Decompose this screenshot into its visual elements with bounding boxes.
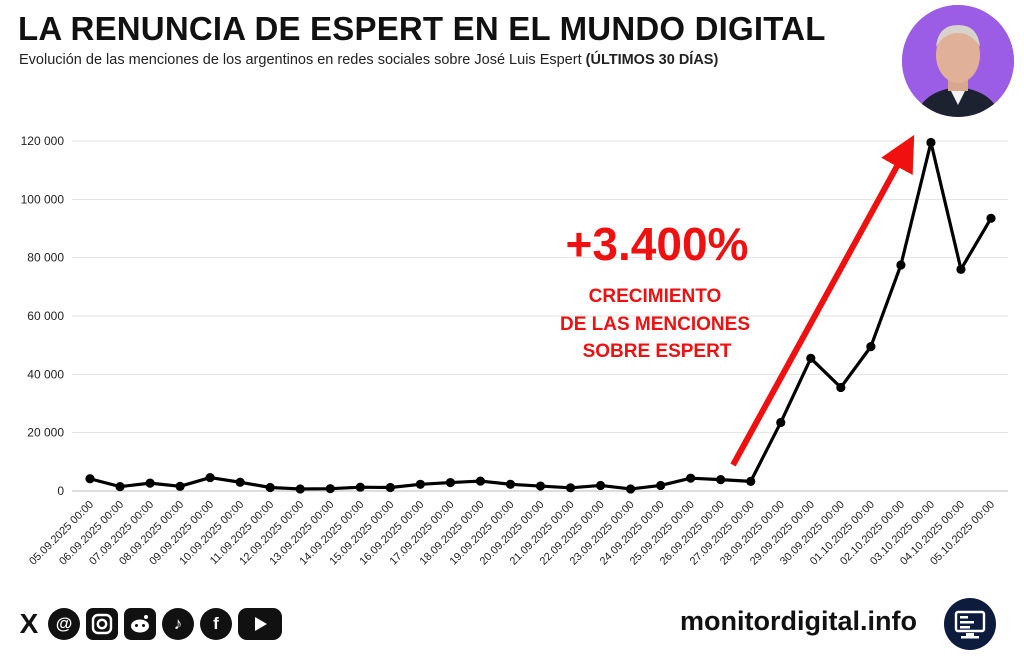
portrait-icon: [902, 5, 1014, 117]
data-point: [295, 484, 305, 494]
x-icon[interactable]: X: [19, 608, 39, 639]
y-tick-label: 0: [57, 484, 64, 498]
data-point: [235, 477, 245, 487]
data-point: [535, 481, 546, 491]
avatar: [902, 5, 1014, 117]
chart-title: LA RENUNCIA DE ESPERT EN EL MUNDO DIGITA…: [18, 10, 826, 47]
data-point: [205, 472, 215, 483]
facebook-icon[interactable]: f: [200, 608, 232, 640]
y-tick-label: 60 000: [27, 309, 64, 323]
y-tick-label: 40 000: [27, 367, 64, 381]
data-point: [806, 353, 816, 363]
data-point: [445, 477, 455, 488]
brand-website[interactable]: monitordigital.info: [680, 606, 917, 636]
growth-caption-line3: SOBRE ESPERT: [583, 341, 732, 362]
instagram-icon[interactable]: [86, 608, 118, 640]
y-tick-label: 20 000: [27, 426, 64, 440]
data-point: [175, 481, 185, 491]
data-point: [746, 476, 756, 486]
data-point: [265, 482, 275, 493]
data-point: [325, 484, 335, 494]
data-point: [896, 260, 906, 270]
growth-caption-line1: CRECIMIENTO: [589, 286, 722, 307]
growth-arrow: [730, 134, 915, 467]
data-point: [656, 480, 666, 491]
data-point: [626, 484, 636, 494]
data-point: [145, 478, 155, 488]
data-point: [355, 482, 365, 492]
monitor-icon: [944, 598, 996, 650]
data-point: [595, 480, 606, 491]
data-point: [475, 476, 486, 486]
tiktok-icon[interactable]: ♪: [162, 608, 194, 640]
y-tick-label: 80 000: [27, 251, 64, 265]
data-point: [505, 479, 516, 489]
data-point: [776, 417, 786, 428]
y-tick-label: 100 000: [21, 192, 65, 206]
data-point: [686, 473, 696, 483]
growth-caption-line2: DE LAS MENCIONES: [560, 314, 750, 335]
data-point: [415, 479, 425, 489]
data-point: [716, 475, 726, 485]
growth-value: +3.400%: [566, 218, 749, 270]
data-point: [866, 342, 876, 352]
data-point: [565, 483, 576, 493]
chart-subtitle: Evolución de las menciones de los argent…: [19, 52, 718, 68]
subtitle-main: Evolución de las menciones de los argent…: [19, 52, 582, 68]
y-tick-label: 120 000: [21, 134, 65, 148]
reddit-icon[interactable]: [124, 608, 156, 640]
subtitle-period: (ÚLTIMOS 30 DÍAS): [585, 52, 719, 68]
data-point: [836, 382, 846, 393]
data-point: [115, 482, 125, 492]
social-icons: X @ ♪ f: [16, 608, 282, 640]
threads-icon[interactable]: @: [48, 608, 80, 640]
data-point: [986, 213, 996, 223]
data-point: [385, 482, 395, 493]
data-point: [85, 474, 95, 484]
data-point: [956, 264, 966, 274]
data-point: [926, 137, 936, 148]
youtube-icon[interactable]: [238, 608, 282, 640]
